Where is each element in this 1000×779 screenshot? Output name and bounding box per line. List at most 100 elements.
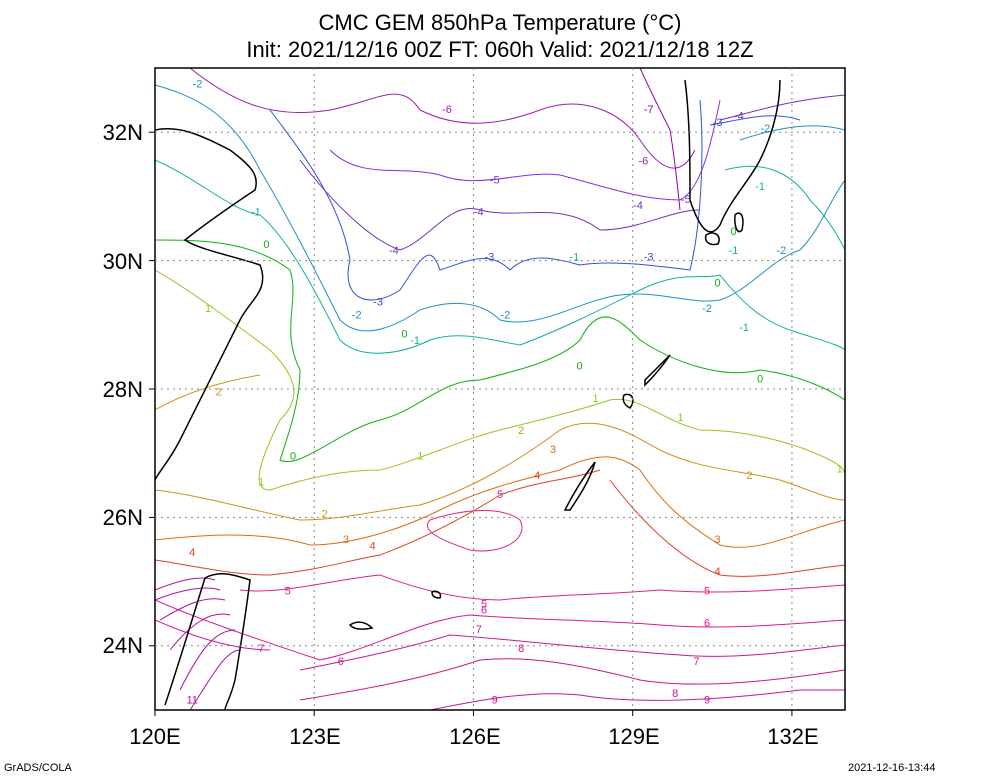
contour-label: -3 (373, 297, 383, 309)
contour-label: 0 (263, 239, 269, 251)
contour-label: -1 (251, 207, 261, 219)
contour-label: 2 (322, 508, 328, 520)
contour-label: 3 (715, 534, 721, 546)
contour-label: -6 (442, 104, 452, 116)
x-tick-120e: 120E (129, 724, 181, 749)
contour-label: 7 (258, 643, 264, 655)
contour-label: -2 (352, 309, 362, 321)
coastlines (155, 79, 781, 710)
contour-label: -4 (389, 245, 399, 257)
contour-label: -4 (633, 200, 643, 212)
contour-2 (155, 374, 845, 521)
island-amami (644, 354, 671, 387)
island-okinawa (563, 461, 596, 511)
contour-label: 7 (693, 656, 699, 668)
y-tick-32n: 32N (102, 120, 143, 145)
contour-label: 1 (592, 393, 598, 405)
map-subtitle: Init: 2021/12/16 00Z FT: 060h Valid: 202… (246, 37, 754, 62)
y-tick-30n: 30N (102, 249, 143, 274)
contour-label: 1 (205, 303, 211, 315)
taiwan-coast (164, 573, 251, 710)
contour-7 (155, 619, 845, 671)
contour-label: 5 (481, 598, 487, 610)
map-title: CMC GEM 850hPa Temperature (°C) (318, 10, 682, 35)
contour-9 (429, 689, 845, 710)
contour-label: 8 (672, 688, 678, 700)
contour-label: 5 (497, 489, 503, 501)
contour-label: -1 (569, 252, 579, 264)
contour-minus6 (189, 68, 696, 169)
contour-label: 1 (677, 412, 683, 424)
contour-label: 0 (401, 329, 407, 341)
contour-label: -3 (484, 252, 494, 264)
contour-label: -2 (776, 245, 786, 257)
contour-minus7 (639, 68, 681, 211)
contour-8 (299, 658, 845, 701)
contour-label: 3 (550, 444, 556, 456)
contour-minus5 (329, 99, 721, 201)
contour-label: -3 (644, 252, 654, 264)
island-tanegashima (734, 212, 744, 233)
china-coast (155, 127, 264, 481)
contour-minus3 (269, 99, 801, 301)
contour-label: 4 (534, 470, 540, 482)
x-tick-129e: 129E (608, 724, 660, 749)
contour-1 (155, 269, 845, 491)
contour-labels: -2-6-5-4-4-3-3-2 -2-1-100-1-7-6-5-4-3-2-1… (186, 78, 842, 706)
contour-label: -2 (500, 309, 510, 321)
contour-label: 4 (370, 541, 376, 553)
contour-label: 2 (746, 470, 752, 482)
graticule (155, 68, 845, 710)
contour-label: 11 (186, 695, 197, 707)
x-tick-126e: 126E (449, 724, 501, 749)
axis-ticks (149, 131, 793, 716)
contour-label: 6 (704, 618, 710, 630)
contour-label: 2 (216, 386, 222, 398)
y-tick-28n: 28N (102, 377, 143, 402)
contour-label: -1 (739, 322, 749, 334)
island-ishigaki (348, 621, 374, 630)
contour-label: 1 (417, 451, 423, 463)
contour-label: -2 (193, 78, 203, 90)
contour-minus2 (155, 84, 845, 332)
y-tick-26n: 26N (102, 505, 143, 530)
contour-label: 0 (757, 374, 763, 386)
contour-label: 7 (476, 624, 482, 636)
contour-label: 4 (189, 547, 195, 559)
contour-minus4 (299, 94, 845, 251)
contour-5 (239, 510, 845, 601)
contour-minus1 (155, 159, 845, 354)
contour-label: 0 (290, 451, 296, 463)
island-okinoerabu (622, 393, 634, 409)
contour-label: 0 (577, 361, 583, 373)
x-tick-132e: 132E (767, 724, 819, 749)
contour-0 (155, 239, 845, 463)
x-tick-123e: 123E (289, 724, 341, 749)
contour-label: -3 (713, 117, 723, 129)
contour-label: 5 (704, 585, 710, 597)
contour-label: 0 (730, 226, 736, 238)
y-tick-24n: 24N (102, 633, 143, 658)
contour-label: -7 (644, 104, 654, 116)
contour-label: -1 (729, 245, 739, 257)
contour-label: -1 (755, 181, 765, 193)
contour-label: 6 (481, 605, 487, 617)
contour-label: -4 (474, 207, 484, 219)
island-yakushima (704, 232, 720, 246)
contour-label: -5 (681, 194, 691, 206)
kyushu-coast (684, 79, 781, 233)
contour-label: -2 (702, 303, 712, 315)
contour-label: -1 (410, 335, 420, 347)
footer-software: GrADS/COLA (4, 762, 72, 774)
contour-label: 0 (715, 277, 721, 289)
contour-6 (155, 599, 845, 661)
footer-timestamp: 2021-12-16-13:44 (848, 762, 936, 774)
contour-4 (155, 469, 845, 577)
contour-label: -6 (638, 155, 648, 167)
contour-label: 1 (258, 476, 264, 488)
contour-label: 5 (285, 585, 291, 597)
island-miyako (431, 590, 442, 599)
contour-label: -4 (734, 110, 744, 122)
contour-label: -5 (490, 175, 500, 187)
